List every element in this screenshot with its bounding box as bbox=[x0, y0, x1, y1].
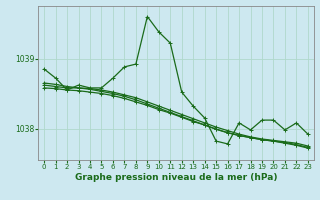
X-axis label: Graphe pression niveau de la mer (hPa): Graphe pression niveau de la mer (hPa) bbox=[75, 173, 277, 182]
